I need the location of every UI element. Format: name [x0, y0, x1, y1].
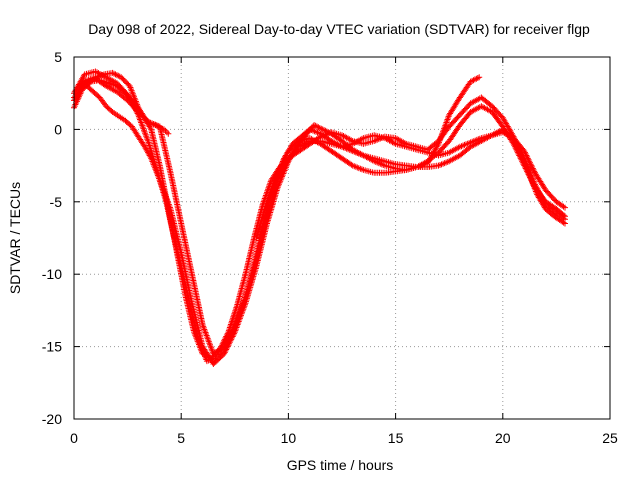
data-point [226, 340, 233, 347]
data-point [222, 334, 229, 341]
data-point [562, 213, 568, 220]
data-point [152, 122, 159, 129]
data-point [227, 337, 234, 344]
x-axis-label: GPS time / hours [287, 457, 394, 473]
chart-title: Day 098 of 2022, Sidereal Day-to-day VTE… [88, 21, 590, 37]
data-point [112, 71, 119, 78]
data-point [560, 212, 567, 219]
y-tick-label: 0 [54, 121, 62, 137]
data-point [279, 159, 286, 166]
data-point [434, 142, 441, 149]
data-point [529, 165, 536, 172]
data-point [230, 332, 237, 338]
x-tick-label: 10 [281, 430, 297, 446]
data-point [528, 177, 535, 184]
data-point [276, 166, 283, 173]
y-tick-label: -5 [50, 194, 63, 210]
x-tick-label: 20 [495, 430, 511, 446]
data-point [517, 155, 524, 162]
data-point [219, 340, 226, 347]
x-tick-label: 0 [70, 430, 78, 446]
data-point [473, 75, 480, 82]
data-point [153, 122, 160, 129]
data-point [514, 149, 521, 156]
x-tick-label: 25 [602, 430, 618, 446]
y-tick-label: -15 [42, 339, 62, 355]
data-point [221, 350, 228, 357]
data-point [221, 337, 228, 344]
y-axis-label: SDTVAR / TECUs [7, 182, 23, 294]
data-point [284, 151, 290, 157]
data-point [529, 180, 536, 186]
data-point [318, 125, 325, 132]
data-point [513, 146, 520, 153]
data-point [224, 343, 231, 350]
y-tick-label: -20 [42, 411, 62, 427]
data-point [527, 174, 533, 181]
data-point [274, 169, 281, 176]
axis-ticks: 0 5 10 15 20 25 5 0 -5 -10 -15 -20 [42, 49, 618, 446]
data-point [474, 75, 481, 81]
data-point [278, 162, 285, 169]
grid-lines [74, 57, 610, 419]
data-point [319, 126, 326, 133]
data-point [165, 130, 172, 137]
data-point [158, 125, 165, 131]
data-point [324, 128, 330, 135]
data-point [510, 140, 517, 147]
data-point [562, 204, 568, 211]
y-tick-label: -10 [42, 266, 62, 282]
plot-frame [73, 56, 611, 420]
data-point [113, 72, 120, 79]
data-point [281, 156, 288, 163]
data-point [476, 74, 483, 81]
data-point [522, 165, 529, 172]
data-point [222, 347, 229, 354]
data-point [217, 345, 224, 351]
data-point [519, 158, 526, 165]
x-tick-label: 15 [388, 430, 404, 446]
data-points [71, 68, 568, 367]
x-tick-label: 5 [177, 430, 185, 446]
data-point [312, 122, 319, 129]
data-point [163, 129, 170, 136]
data-point [524, 168, 531, 175]
y-tick-label: 5 [54, 49, 62, 65]
